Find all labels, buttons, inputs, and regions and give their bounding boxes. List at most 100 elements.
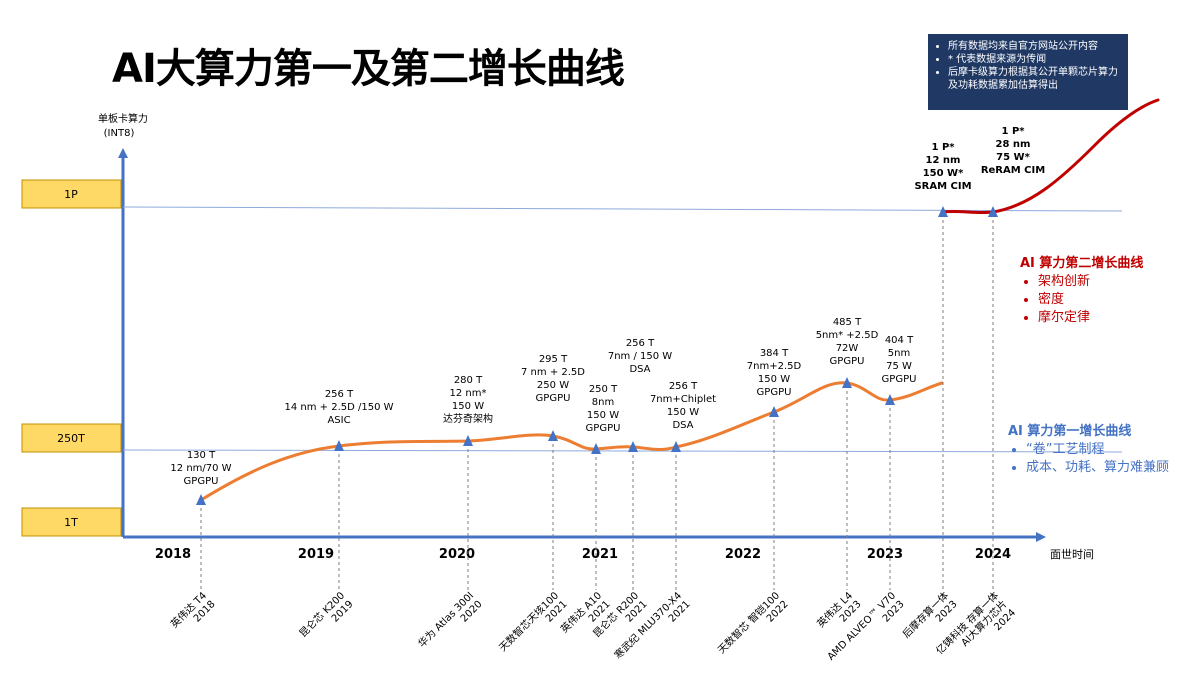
data-point-label: 130 T	[187, 450, 216, 461]
data-point-label: 75 W*	[996, 152, 1030, 163]
data-point-label: GPGPU	[586, 423, 621, 434]
data-point-marker	[842, 377, 852, 388]
data-point-marker	[885, 394, 895, 405]
year-tick-label: 2021	[582, 547, 618, 562]
data-point-label: 150 W*	[923, 168, 964, 179]
year-tick-label: 2018	[155, 547, 191, 562]
data-point-label: 150 W	[667, 407, 699, 418]
y-level-box	[21, 179, 122, 209]
data-point-label: 7nm+Chiplet	[650, 394, 716, 405]
data-point-label: 7nm+2.5D	[747, 361, 802, 372]
y-level-box	[21, 507, 122, 537]
data-point-label: DSA	[672, 420, 693, 431]
data-point-label: 150 W	[587, 410, 619, 421]
data-point-label: 14 nm + 2.5D /150 W	[284, 402, 393, 413]
second-curve-item: 密度	[1038, 291, 1143, 309]
data-point-label: DSA	[629, 364, 650, 375]
data-point-label: 1 P*	[932, 142, 956, 153]
y-level-label: 1P	[64, 188, 78, 201]
data-point-label: 8nm	[592, 397, 614, 408]
data-point-marker	[988, 206, 998, 217]
data-source-note: 所有数据均来自官方网站公开内容 * 代表数据来源为传闻 后摩卡级算力根据其公开单…	[928, 34, 1128, 110]
year-tick-label: 2019	[298, 547, 334, 562]
data-point-marker	[334, 440, 344, 451]
first-curve-legend: AI 算力第一增长曲线 “卷”工艺制程 成本、功耗、算力难兼顾	[1008, 420, 1183, 477]
first-curve-heading: AI 算力第一增长曲线	[1008, 424, 1132, 439]
product-label-line: 寒武纪 MLU370-X4	[612, 589, 685, 662]
data-point-label: 5nm* +2.5D	[816, 330, 879, 341]
note-item: 后摩卡级算力根据其公开单颗芯片算力及功耗数据累加估算得出	[948, 66, 1122, 92]
data-point-label: 12 nm*	[450, 388, 487, 399]
year-tick-label: 2020	[439, 547, 475, 562]
data-point-label: GPGPU	[536, 393, 571, 404]
year-tick-label: 2022	[725, 547, 761, 562]
data-point-label: 150 W	[758, 374, 790, 385]
y-axis-arrow	[118, 148, 128, 158]
data-point-label: 5nm	[888, 348, 910, 359]
data-point-marker	[463, 435, 473, 446]
data-point-marker	[591, 443, 601, 454]
second-curve-heading: AI 算力第二增长曲线	[1020, 256, 1144, 271]
data-point-label: 7nm / 150 W	[608, 351, 672, 362]
y-axis-label: (INT8)	[104, 128, 135, 139]
data-point-label: GPGPU	[757, 387, 792, 398]
data-point-label: 7 nm + 2.5D	[521, 367, 585, 378]
data-point-label: 1 P*	[1002, 126, 1026, 137]
data-point-label: 256 T	[626, 338, 655, 349]
x-axis-arrow	[1036, 532, 1046, 542]
data-point-label: 12 nm	[926, 155, 961, 166]
y-level-box	[21, 423, 122, 453]
data-point-label: 250 W	[537, 380, 569, 391]
data-point-label: GPGPU	[882, 374, 917, 385]
note-item: 所有数据均来自官方网站公开内容	[948, 40, 1122, 53]
x-axis-label: 面世时间	[1050, 548, 1094, 561]
data-point-marker	[769, 406, 779, 417]
first-growth-curve	[199, 381, 944, 502]
second-curve-item: 摩尔定律	[1038, 309, 1143, 327]
data-point-label: 256 T	[669, 381, 698, 392]
first-curve-item: “卷”工艺制程	[1026, 441, 1183, 459]
data-point-label: GPGPU	[830, 356, 865, 367]
second-growth-curve	[941, 98, 1160, 215]
data-point-label: 72W	[836, 343, 859, 354]
data-point-marker	[548, 430, 558, 441]
data-point-marker	[196, 494, 206, 505]
data-point-label: ASIC	[327, 415, 350, 426]
data-point-label: 12 nm/70 W	[170, 463, 231, 474]
reference-line-250t	[122, 449, 1123, 453]
y-axis-label: 单板卡算力	[98, 112, 148, 125]
year-tick-label: 2024	[975, 547, 1011, 562]
data-point-label: 384 T	[760, 348, 789, 359]
data-point-label: 280 T	[454, 375, 483, 386]
page-title: AI大算力第一及第二增长曲线	[112, 46, 625, 92]
data-point-label: SRAM CIM	[914, 181, 971, 192]
data-point-marker	[671, 441, 681, 452]
note-item: * 代表数据来源为传闻	[948, 53, 1122, 66]
data-point-label: 75 W	[886, 361, 912, 372]
data-point-label: 485 T	[833, 317, 862, 328]
y-level-label: 1T	[64, 516, 78, 529]
data-point-label: 295 T	[539, 354, 568, 365]
y-level-label: 250T	[57, 432, 85, 445]
second-curve-legend: AI 算力第二增长曲线 架构创新 密度 摩尔定律	[1020, 252, 1143, 327]
data-point-label: ReRAM CIM	[981, 165, 1045, 176]
year-tick-label: 2023	[867, 547, 903, 562]
data-point-label: 150 W	[452, 401, 484, 412]
data-point-label: 250 T	[589, 384, 618, 395]
data-point-label: 404 T	[885, 335, 914, 346]
reference-line-1p	[122, 206, 1123, 212]
data-point-marker	[938, 206, 948, 217]
first-curve-item: 成本、功耗、算力难兼顾	[1026, 459, 1183, 477]
second-curve-item: 架构创新	[1038, 273, 1143, 291]
data-point-label: 256 T	[325, 389, 354, 400]
data-point-label: 28 nm	[996, 139, 1031, 150]
data-point-marker	[628, 441, 638, 452]
data-point-label: GPGPU	[184, 476, 219, 487]
